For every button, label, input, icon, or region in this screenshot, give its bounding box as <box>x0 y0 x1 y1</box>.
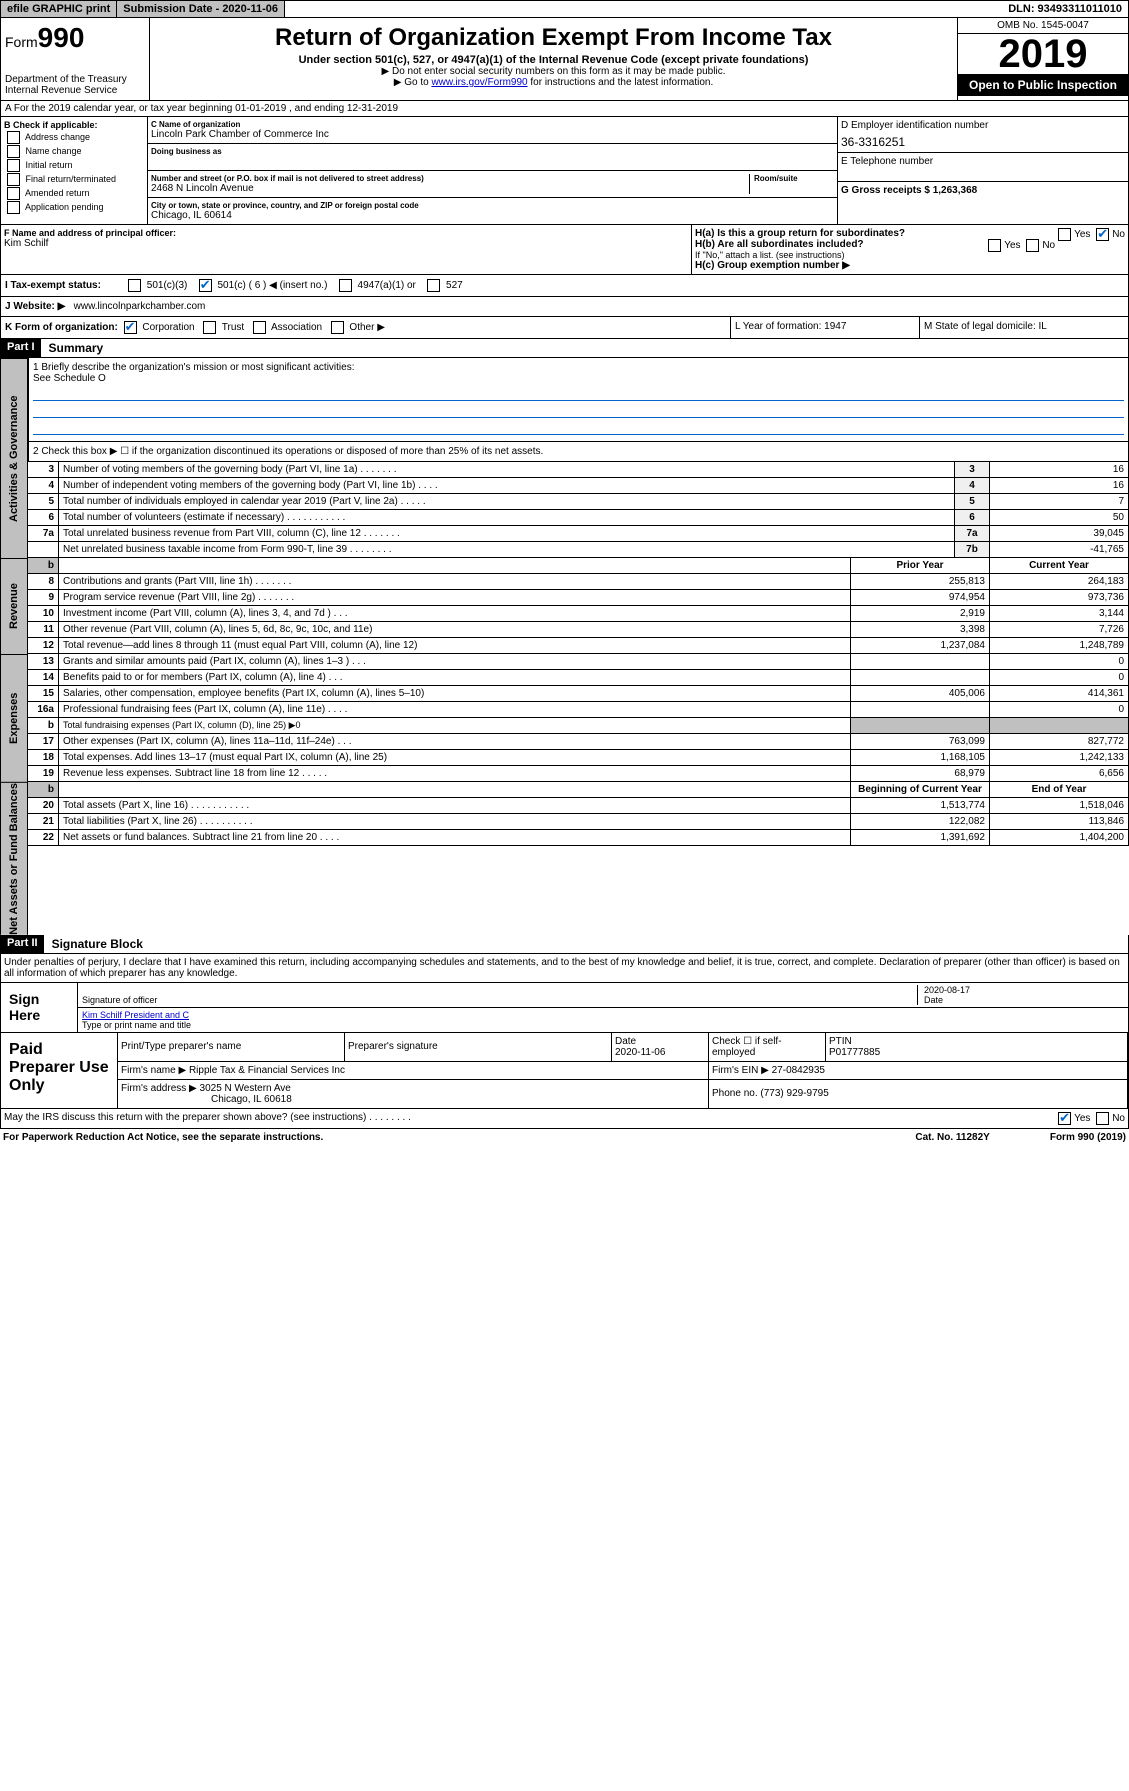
row-a-period: A For the 2019 calendar year, or tax yea… <box>0 101 1129 117</box>
part2-header: Part II Signature Block <box>0 935 1129 954</box>
dept-treasury: Department of the Treasury <box>5 74 145 85</box>
part1-header: Part I Summary <box>0 339 1129 358</box>
form-number: Form990 <box>5 22 145 54</box>
org-city: Chicago, IL 60614 <box>151 210 834 221</box>
top-bar: efile GRAPHIC print Submission Date - 20… <box>0 0 1129 18</box>
checkbox-application-pending[interactable]: Application pending <box>4 201 144 214</box>
discuss-row: May the IRS discuss this return with the… <box>0 1109 1129 1129</box>
perjury-declaration: Under penalties of perjury, I declare th… <box>0 954 1129 983</box>
officer-name: Kim Schilf <box>4 238 688 249</box>
section-bcde: B Check if applicable: Address change Na… <box>0 117 1129 225</box>
officer-signed-name[interactable]: Kim Schilf President and C <box>82 1010 189 1020</box>
efile-label[interactable]: efile GRAPHIC print <box>1 1 117 17</box>
ssn-note: ▶ Do not enter social security numbers o… <box>154 66 953 77</box>
checkbox-final-return-terminated[interactable]: Final return/terminated <box>4 173 144 186</box>
checkbox-name-change[interactable]: Name change <box>4 145 144 158</box>
signature-block: Sign Here Signature of officer2020-08-17… <box>0 983 1129 1033</box>
sign-here-label: Sign Here <box>1 983 78 1032</box>
website-url: www.lincolnparkchamber.com <box>74 301 206 312</box>
tax-status-row: I Tax-exempt status: 501(c)(3) 501(c) ( … <box>0 275 1129 297</box>
col-c-org: C Name of organizationLincoln Park Chamb… <box>148 117 838 224</box>
form-subtitle: Under section 501(c), 527, or 4947(a)(1)… <box>154 54 953 66</box>
firm-ein: 27-0842935 <box>772 1065 825 1076</box>
ein: 36-3316251 <box>841 135 1125 149</box>
open-inspection: Open to Public Inspection <box>958 74 1128 96</box>
firm-name: Ripple Tax & Financial Services Inc <box>189 1065 345 1076</box>
form-title: Return of Organization Exempt From Incom… <box>154 24 953 52</box>
goto-note: ▶ Go to www.irs.gov/Form990 for instruct… <box>154 77 953 88</box>
irs-label: Internal Revenue Service <box>5 85 145 96</box>
checkbox-address-change[interactable]: Address change <box>4 131 144 144</box>
bottom-line: For Paperwork Reduction Act Notice, see … <box>0 1129 1129 1146</box>
org-name: Lincoln Park Chamber of Commerce Inc <box>151 129 834 140</box>
year-formation: L Year of formation: 1947 <box>731 317 920 338</box>
form-header: Form990 Department of the Treasury Inter… <box>0 18 1129 101</box>
website-row: J Website: ▶ www.lincolnparkchamber.com <box>0 297 1129 317</box>
col-de: D Employer identification number36-33162… <box>838 117 1128 224</box>
form990-link[interactable]: www.irs.gov/Form990 <box>431 77 527 88</box>
row-fh: F Name and address of principal officer:… <box>0 225 1129 275</box>
ptin: P01777885 <box>829 1047 880 1058</box>
tax-year: 2019 <box>958 34 1128 74</box>
paid-preparer: Paid Preparer Use Only Print/Type prepar… <box>0 1033 1129 1109</box>
submission-date: Submission Date - 2020-11-06 <box>117 1 285 17</box>
col-b-checkboxes: B Check if applicable: Address change Na… <box>1 117 148 224</box>
state-domicile: M State of legal domicile: IL <box>920 317 1128 338</box>
checkbox-amended-return[interactable]: Amended return <box>4 187 144 200</box>
org-address: 2468 N Lincoln Avenue <box>151 183 749 194</box>
dln: DLN: 93493311011010 <box>1002 1 1128 17</box>
gross-receipts: G Gross receipts $ 1,263,368 <box>841 185 1125 196</box>
firm-phone: (773) 929-9795 <box>760 1088 828 1099</box>
checkbox-initial-return[interactable]: Initial return <box>4 159 144 172</box>
row-k: K Form of organization: Corporation Trus… <box>0 317 1129 339</box>
